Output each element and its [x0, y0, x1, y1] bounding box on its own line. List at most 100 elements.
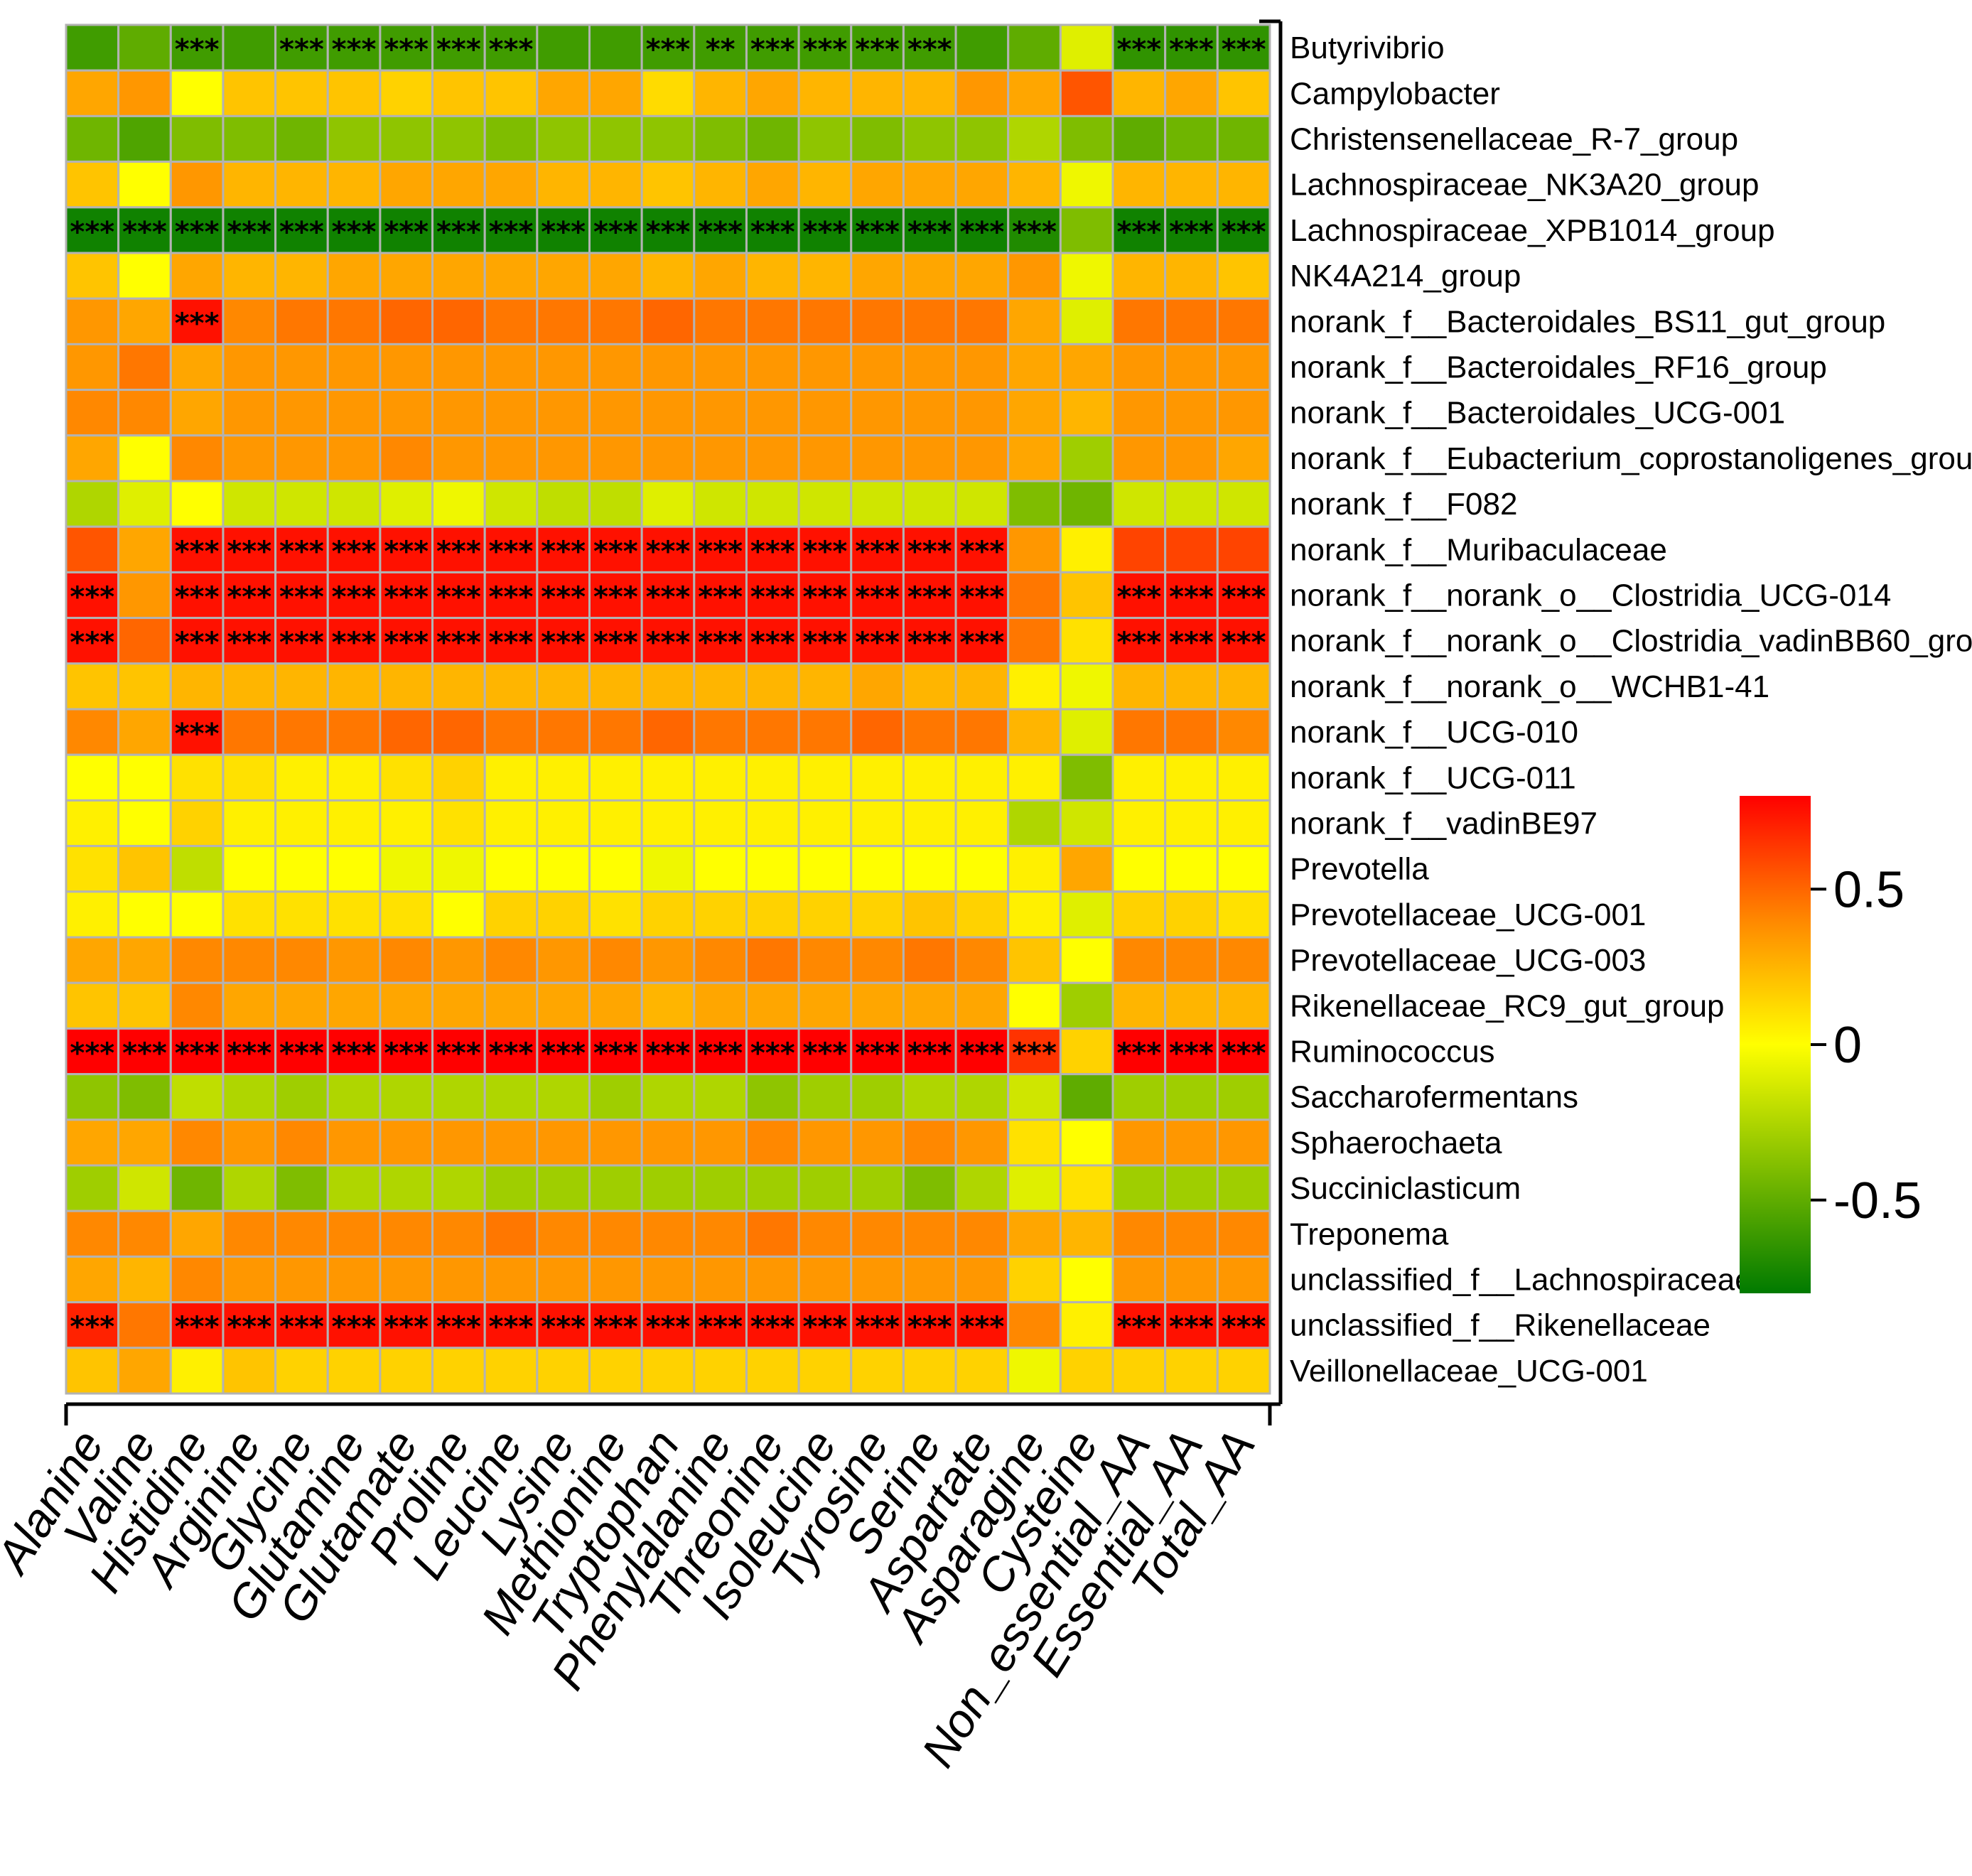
heatmap-cell: [588, 1073, 643, 1121]
heatmap-cell: [1216, 525, 1271, 573]
heatmap-cell: [954, 114, 1010, 163]
heatmap-cell: [274, 1347, 329, 1395]
significance-mark: ***: [1169, 216, 1214, 249]
heatmap-cell: [1111, 114, 1167, 163]
heatmap-cell: [65, 981, 120, 1030]
heatmap-cell: [483, 161, 539, 209]
heatmap-cell: [1007, 69, 1062, 117]
heatmap-cell: [65, 936, 120, 984]
heatmap-cell: [1111, 799, 1167, 848]
heatmap-cell: [1164, 1255, 1219, 1304]
heatmap-cell: [326, 480, 382, 528]
heatmap-cell: [954, 890, 1010, 939]
significance-mark: ***: [70, 216, 114, 249]
heatmap-cell: [1216, 252, 1271, 300]
heatmap-cell: [483, 662, 539, 711]
heatmap-cell: [1164, 389, 1219, 437]
row-label: norank_f__UCG-010: [1290, 715, 1578, 750]
heatmap-cell: [65, 845, 120, 893]
significance-mark: ***: [489, 581, 534, 614]
heatmap-cell: [169, 753, 225, 802]
heatmap-cell: [431, 252, 486, 300]
heatmap-cell: [326, 890, 382, 939]
row-label: Rikenellaceae_RC9_gut_group: [1290, 988, 1725, 1023]
heatmap-cell: [326, 1347, 382, 1395]
heatmap-cell: [1164, 161, 1219, 209]
heatmap-cell: [326, 1255, 382, 1304]
heatmap-cell: [483, 708, 539, 756]
heatmap-cell: [954, 69, 1010, 117]
heatmap-cell: [1007, 981, 1062, 1030]
row-label: Prevotellaceae_UCG-001: [1290, 897, 1646, 932]
heatmap-cell: [169, 890, 225, 939]
significance-mark: ***: [436, 33, 481, 66]
heatmap-cell: [954, 297, 1010, 345]
significance-mark: ***: [332, 581, 377, 614]
heatmap-cell: [117, 1118, 172, 1167]
significance-mark: ***: [384, 535, 429, 568]
heatmap-cell: [640, 1073, 696, 1121]
heatmap-cell: [693, 845, 748, 893]
heatmap-cell: [274, 936, 329, 984]
heatmap-cell: [797, 662, 853, 711]
heatmap-cell: [588, 434, 643, 483]
heatmap-cell: [850, 252, 905, 300]
heatmap-cell: [379, 1164, 434, 1212]
significance-mark: ***: [332, 1311, 377, 1344]
significance-mark: ***: [1169, 581, 1214, 614]
significance-mark: ***: [855, 535, 900, 568]
heatmap-cell: [902, 753, 957, 802]
heatmap-cell: [483, 1118, 539, 1167]
heatmap-cell: [1111, 69, 1167, 117]
heatmap-cell: [850, 1209, 905, 1258]
heatmap-cell: [1164, 1118, 1219, 1167]
heatmap-cell: [797, 708, 853, 756]
heatmap-cell: [640, 206, 696, 254]
heatmap-cell: [1007, 617, 1062, 665]
heatmap-cell: [222, 161, 277, 209]
heatmap-cell: [1164, 1301, 1219, 1349]
heatmap-cell: [797, 753, 853, 802]
heatmap-cell: [588, 753, 643, 802]
heatmap-cell: [1007, 1301, 1062, 1349]
significance-mark: ***: [175, 216, 220, 249]
significance-mark: ***: [1169, 1037, 1214, 1070]
significance-mark: ***: [959, 216, 1004, 249]
heatmap-cell: [431, 1118, 486, 1167]
row-label: Saccharofermentans: [1290, 1080, 1578, 1115]
heatmap-cell: [1059, 617, 1114, 665]
heatmap-cell: [431, 1164, 486, 1212]
significance-mark: ***: [70, 1311, 114, 1344]
heatmap-cell: [65, 799, 120, 848]
heatmap-cell: [1007, 434, 1062, 483]
row-label: Sphaerochaeta: [1290, 1126, 1502, 1160]
heatmap-cell: [902, 434, 957, 483]
heatmap-cell: [745, 480, 800, 528]
heatmap-cell: [745, 890, 800, 939]
significance-mark: ***: [1222, 33, 1266, 66]
heatmap-cell: [640, 936, 696, 984]
row-label: norank_f__Bacteroidales_BS11_gut_group: [1290, 304, 1885, 339]
heatmap-cell: [1111, 252, 1167, 300]
heatmap-cell: [640, 1118, 696, 1167]
heatmap-cell: [954, 1347, 1010, 1395]
heatmap-cell: [902, 617, 957, 665]
heatmap-cell: [902, 799, 957, 848]
heatmap-cell: [797, 617, 853, 665]
heatmap-cell: [850, 1347, 905, 1395]
significance-mark: ***: [227, 627, 271, 659]
heatmap-cell: [902, 161, 957, 209]
significance-mark: ***: [1116, 1311, 1161, 1344]
heatmap-cell: [797, 1118, 853, 1167]
significance-mark: ***: [70, 627, 114, 659]
heatmap-cell: [1059, 525, 1114, 573]
heatmap-cell: [850, 890, 905, 939]
heatmap-cell: [745, 845, 800, 893]
heatmap-cell: [117, 161, 172, 209]
significance-mark: ***: [541, 581, 586, 614]
heatmap-cell: [797, 434, 853, 483]
heatmap-cell: [483, 1347, 539, 1395]
heatmap-cell: [797, 1164, 853, 1212]
row-label: unclassified_f__Rikenellaceae: [1290, 1308, 1710, 1343]
heatmap-cell: [1007, 845, 1062, 893]
